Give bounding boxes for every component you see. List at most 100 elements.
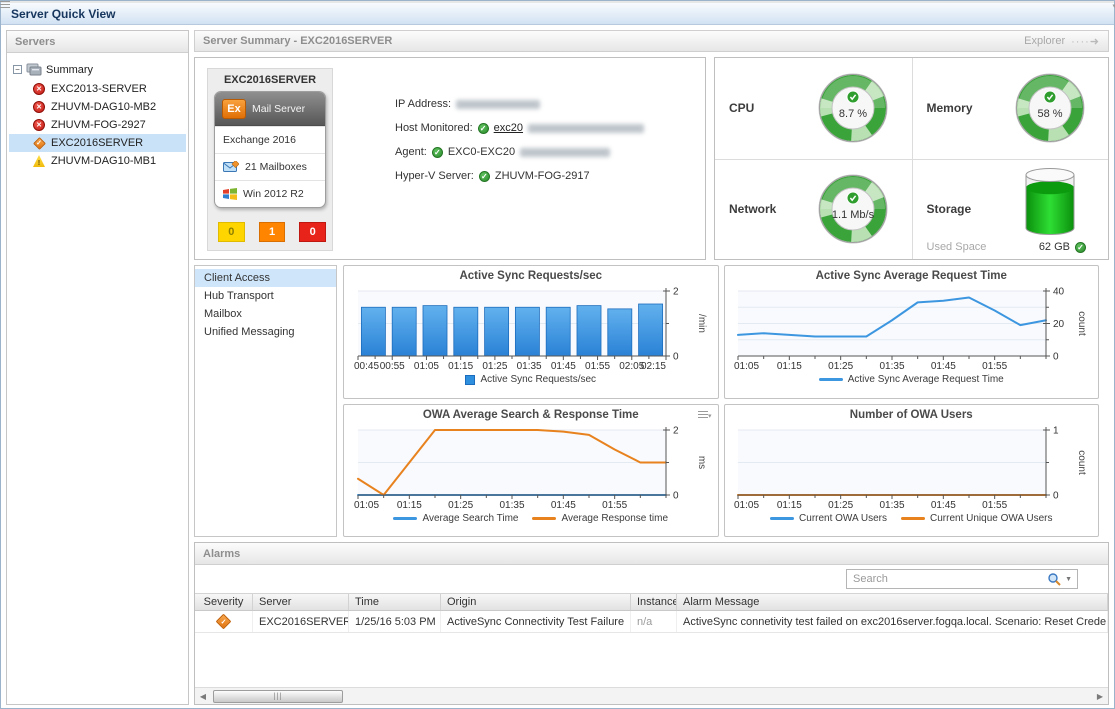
network-label: Network bbox=[729, 202, 777, 217]
hyperv-server-value: ZHUVM-FOG-2917 bbox=[494, 170, 590, 182]
card-row-version: Exchange 2016 bbox=[215, 126, 325, 153]
info-row-host: Host Monitored: exc20 bbox=[395, 122, 645, 134]
column-header-time[interactable]: Time bbox=[349, 594, 441, 610]
column-header-server[interactable]: Server bbox=[253, 594, 349, 610]
svg-text:01:15: 01:15 bbox=[448, 361, 473, 372]
alarm-search-input[interactable] bbox=[853, 573, 1044, 585]
chart-legend: Active Sync Average Request Time bbox=[818, 372, 1004, 387]
svg-text:40: 40 bbox=[1053, 287, 1065, 298]
sidebar-item-zhuvm-fog-2927[interactable]: ZHUVM-FOG-2927 bbox=[9, 116, 186, 134]
ip-address-label: IP Address: bbox=[395, 98, 452, 110]
column-header-alarm-message[interactable]: Alarm Message bbox=[677, 594, 1108, 610]
critical-count-badge[interactable]: 1 bbox=[258, 222, 286, 242]
legend-item: Average Response time bbox=[532, 513, 668, 524]
explorer-arrow-icon bbox=[1071, 35, 1100, 48]
chart-options-icon[interactable] bbox=[697, 410, 712, 422]
svg-text:1.1 Mb/s: 1.1 Mb/s bbox=[832, 209, 875, 221]
warning-count-badge[interactable]: 0 bbox=[218, 222, 245, 242]
info-row-ip: IP Address: bbox=[395, 98, 644, 110]
svg-text:0: 0 bbox=[673, 352, 679, 363]
menu-item-unified-messaging[interactable]: Unified Messaging bbox=[204, 326, 295, 338]
menu-item-client-access[interactable]: Client Access bbox=[195, 269, 336, 287]
legend-swatch bbox=[393, 516, 418, 520]
legend-item: Average Search Time bbox=[393, 513, 518, 524]
sidebar-item-exc2013-server[interactable]: EXC2013-SERVER bbox=[9, 80, 186, 98]
info-row-agent: Agent: EXC0-EXC20 bbox=[395, 146, 644, 158]
cpu-cell: CPU 8.7 % bbox=[715, 58, 912, 159]
server-name: EXC2016SERVER bbox=[51, 137, 144, 149]
resource-gauges-box: CPU 8.7 % Memory 58 % Network 1.1 Mb/s S… bbox=[714, 57, 1109, 260]
alarms-list-options-icon[interactable] bbox=[1087, 573, 1100, 585]
svg-text:1: 1 bbox=[1053, 425, 1059, 436]
alarms-panel: Alarms ▼ SeverityServerTimeOriginInstanc… bbox=[194, 542, 1109, 705]
warning-status-icon bbox=[33, 155, 45, 167]
server-card[interactable]: EXC2016SERVER Ex Mail Server Exchange 20… bbox=[207, 68, 333, 251]
scrollbar-thumb[interactable] bbox=[213, 689, 343, 703]
svg-text:01:35: 01:35 bbox=[880, 500, 905, 511]
search-icon[interactable] bbox=[1047, 572, 1061, 586]
svg-text:01:05: 01:05 bbox=[414, 361, 439, 372]
page-title: Server Quick View bbox=[11, 6, 116, 21]
svg-text:01:55: 01:55 bbox=[982, 500, 1007, 511]
scroll-right-icon[interactable]: ▶ bbox=[1096, 691, 1104, 701]
legend-swatch bbox=[901, 516, 926, 520]
servers-panel-header: Servers bbox=[7, 31, 188, 53]
charts-grid: Active Sync Requests/sec 0 2/min 00:45 00:5… bbox=[343, 265, 1109, 537]
memory-cell: Memory 58 % bbox=[911, 58, 1109, 159]
server-name: EXC2013-SERVER bbox=[51, 83, 147, 95]
legend-item: Active Sync Requests/sec bbox=[465, 374, 596, 385]
sidebar-item-zhuvm-dag10-mb2[interactable]: ZHUVM-DAG10-MB2 bbox=[9, 98, 186, 116]
host-monitored-link[interactable]: exc20 bbox=[493, 122, 524, 134]
server-summary-header: Server Summary - EXC2016SERVER Explorer bbox=[194, 30, 1109, 52]
sidebar-item-exc2016server[interactable]: EXC2016SERVER bbox=[9, 134, 186, 152]
line-chart: 0 2 ms 01:05 01:15 01:25 01:35 01:45 01:55 bbox=[354, 425, 707, 511]
menu-item-mailbox[interactable]: Mailbox bbox=[204, 308, 242, 320]
column-header-severity[interactable]: Severity bbox=[195, 594, 253, 610]
server-card-body: Ex Mail Server Exchange 2016 bbox=[214, 91, 326, 208]
server-card-title: EXC2016SERVER bbox=[223, 74, 317, 86]
cpu-label: CPU bbox=[729, 101, 755, 116]
summary-section: EXC2016SERVER Ex Mail Server Exchange 20… bbox=[194, 57, 1109, 260]
collapse-icon[interactable] bbox=[13, 65, 22, 74]
menu-item-hub-transport[interactable]: Hub Transport bbox=[204, 290, 274, 302]
svg-text:01:15: 01:15 bbox=[397, 500, 422, 511]
mailboxes-label: 21 Mailboxes bbox=[245, 161, 307, 173]
horizontal-scrollbar[interactable]: ◀ ▶ bbox=[195, 687, 1108, 704]
hyperv-server-label: Hyper-V Server: bbox=[395, 170, 474, 182]
fatal-count-badge[interactable]: 0 bbox=[299, 222, 327, 242]
used-space-label: Used Space bbox=[926, 241, 987, 253]
alarm-count-badges: 0 1 0 bbox=[218, 222, 327, 242]
sidebar-item-zhuvm-dag10-mb1[interactable]: ZHUVM-DAG10-MB1 bbox=[9, 152, 186, 170]
tree-root-summary[interactable]: Summary bbox=[9, 61, 186, 80]
column-header-instance[interactable]: Instance bbox=[631, 594, 677, 610]
server-summary-title: Server Summary - EXC2016SERVER bbox=[203, 35, 393, 47]
host-monitored-label: Host Monitored: bbox=[395, 122, 473, 134]
line-chart: 0 20 40 count 01:05 01:15 01:25 01:35 01:45 01:55 bbox=[734, 287, 1087, 373]
redacted-ip-value bbox=[456, 99, 541, 109]
line-chart: 0 1 count 01:05 01:15 01:25 01:35 01:45 01:55 bbox=[734, 425, 1087, 511]
os-label: Win 2012 R2 bbox=[243, 188, 304, 200]
svg-text:/min: /min bbox=[696, 314, 707, 333]
legend-item: Current Unique OWA Users bbox=[901, 513, 1052, 524]
server-identity-box: EXC2016SERVER Ex Mail Server Exchange 20… bbox=[194, 57, 706, 260]
role-menu: Client Access Hub Transport Mailbox Unified… bbox=[194, 265, 337, 537]
chart-owa-search-response-time: OWA Average Search & Response Time 02ms0… bbox=[343, 403, 719, 537]
storage-usage-row: Used Space 62 GB bbox=[926, 241, 1086, 253]
main-panel: Server Summary - EXC2016SERVER Explorer … bbox=[194, 30, 1109, 705]
server-name: ZHUVM-DAG10-MB1 bbox=[51, 155, 157, 167]
charts-section: Client Access Hub Transport Mailbox Unified… bbox=[194, 265, 1109, 537]
chart-title: Active Sync Average Request Time bbox=[815, 270, 1007, 282]
alarm-message-cell: ActiveSync connetivity test failed on ex… bbox=[677, 611, 1108, 632]
error-status-icon bbox=[33, 83, 45, 95]
tree-root-label: Summary bbox=[46, 63, 94, 76]
chart-legend: Active Sync Requests/sec bbox=[465, 372, 596, 387]
svg-text:01:35: 01:35 bbox=[880, 361, 905, 372]
search-options-caret-icon[interactable]: ▼ bbox=[1065, 575, 1072, 583]
legend-label: Average Response time bbox=[561, 512, 669, 524]
legend-swatch bbox=[532, 516, 557, 520]
scroll-left-icon[interactable]: ◀ bbox=[199, 691, 207, 701]
svg-text:02:15: 02:15 bbox=[641, 361, 666, 372]
explorer-link[interactable]: Explorer bbox=[1024, 35, 1100, 48]
column-header-origin[interactable]: Origin bbox=[441, 594, 631, 610]
